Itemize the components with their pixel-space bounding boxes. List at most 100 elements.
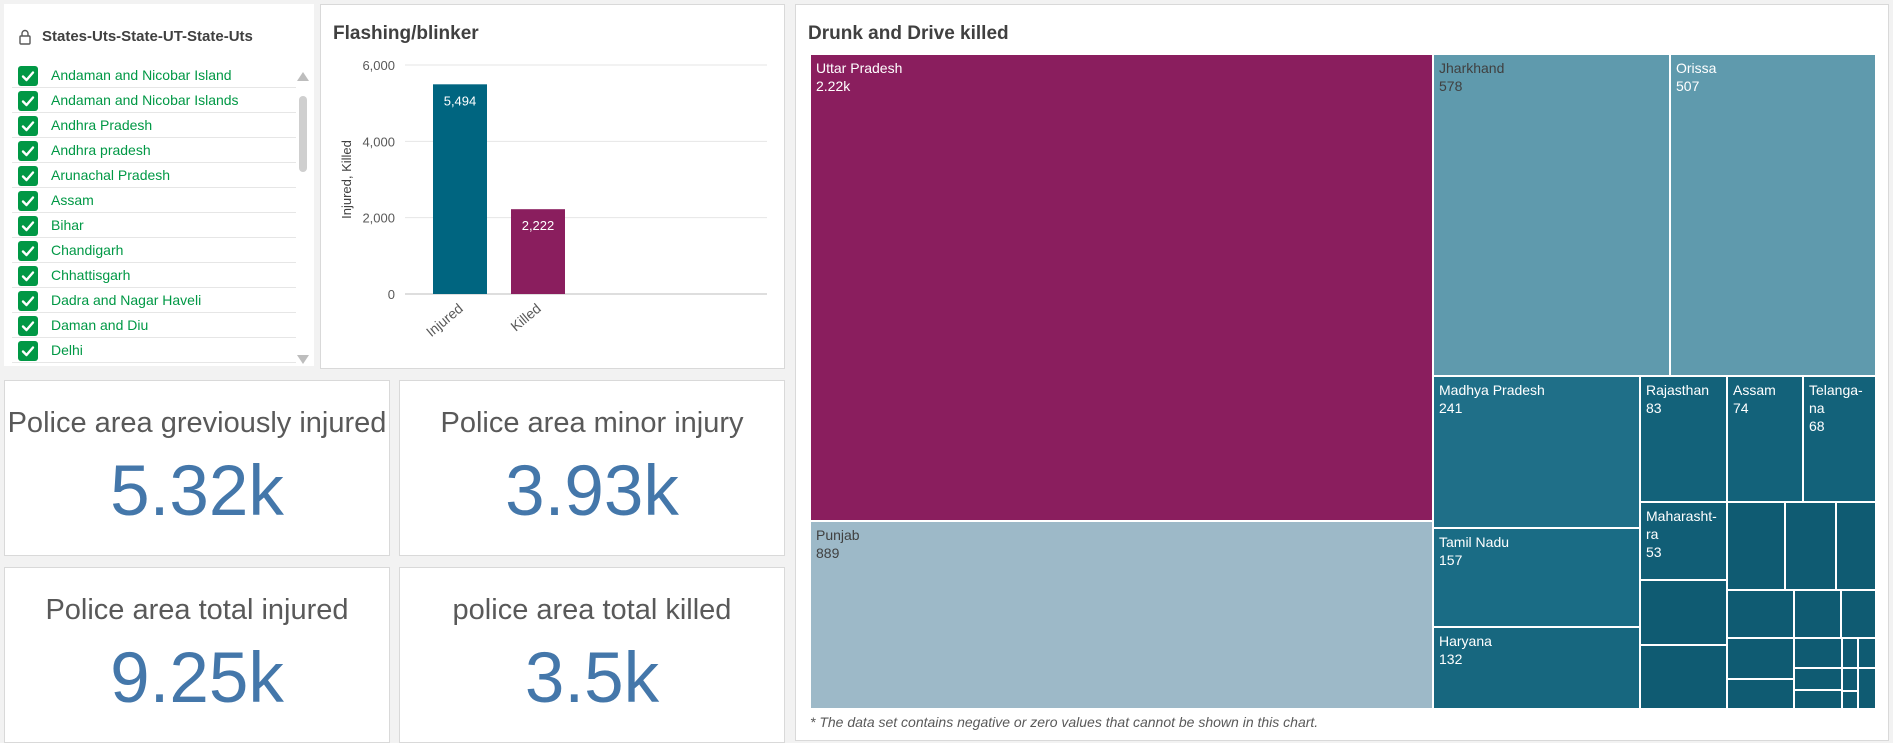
scroll-up-arrow-icon[interactable] [297, 72, 309, 81]
scroll-down-arrow-icon[interactable] [297, 355, 309, 364]
checkbox-checked-icon[interactable] [18, 266, 38, 286]
treemap-tile[interactable] [1640, 645, 1727, 709]
checkbox-checked-icon[interactable] [18, 216, 38, 236]
checkbox-checked-icon[interactable] [18, 66, 38, 86]
tile-value: 68 [1809, 418, 1825, 434]
treemap-tile[interactable]: Orissa 507 [1670, 54, 1876, 376]
kpi-label: Police area total injured [45, 594, 349, 626]
treemap-tile[interactable] [1858, 638, 1876, 668]
bar[interactable] [433, 84, 487, 294]
checkbox-checked-icon[interactable] [18, 191, 38, 211]
filter-item[interactable]: Chandigarh [12, 238, 296, 263]
treemap-tile[interactable] [1841, 590, 1876, 638]
filter-item[interactable]: Andhra Pradesh [12, 113, 296, 138]
checkbox-checked-icon[interactable] [18, 166, 38, 186]
treemap-tile[interactable] [1836, 502, 1876, 590]
treemap-tile[interactable]: Assam 74 [1727, 376, 1803, 502]
treemap-tile[interactable] [1842, 638, 1858, 668]
treemap-tile[interactable] [1785, 502, 1836, 590]
bar-chart-title: Flashing/blinker [333, 23, 479, 44]
treemap-tile[interactable]: Punjab 889 [810, 521, 1433, 709]
tile-value: 507 [1676, 78, 1700, 94]
scroll-thumb[interactable] [299, 96, 307, 172]
treemap-tile[interactable] [1842, 691, 1858, 709]
treemap-tile-label: Punjab 889 [816, 526, 860, 562]
checkbox-checked-icon[interactable] [18, 241, 38, 261]
kpi-label: Police area greviously injured [7, 407, 387, 439]
treemap-tile[interactable]: Uttar Pradesh 2.22k [810, 54, 1433, 521]
treemap-tile[interactable] [1858, 668, 1876, 709]
kpi-value: 9.25k [110, 639, 284, 718]
kpi-value: 5.32k [110, 452, 284, 531]
checkbox-checked-icon[interactable] [18, 316, 38, 336]
lock-icon[interactable] [18, 29, 32, 45]
tile-value: 74 [1733, 400, 1749, 416]
filter-item-label: Bihar [51, 217, 84, 233]
kpi-value: 3.93k [505, 452, 679, 531]
filter-item-label: Arunachal Pradesh [51, 167, 171, 183]
treemap-tile[interactable] [1640, 580, 1727, 645]
filter-item[interactable]: Andhra pradesh [12, 138, 296, 163]
treemap-tile[interactable] [1727, 679, 1794, 709]
treemap-title: Drunk and Drive killed [808, 23, 1009, 44]
filter-item[interactable]: Bihar [12, 213, 296, 238]
treemap-tile[interactable] [1794, 590, 1841, 638]
treemap-tile[interactable] [1727, 590, 1794, 638]
treemap-tile[interactable]: Jharkhand 578 [1433, 54, 1670, 376]
bar-chart[interactable]: 0 2,000 4,000 6,000 Injured, Killed 5,494 Inju… [321, 5, 784, 368]
filter-item-label: Assam [51, 192, 94, 208]
filter-item[interactable]: Daman and Diu [12, 313, 296, 338]
filter-item-label: Andaman and Nicobar Islands [51, 92, 239, 108]
checkbox-checked-icon[interactable] [18, 91, 38, 111]
treemap-note: * The data set contains negative or zero… [810, 714, 1319, 730]
bar[interactable] [511, 209, 565, 294]
filter-item[interactable]: Dadra and Nagar Haveli [12, 288, 296, 313]
kpi-value: 3.5k [524, 639, 660, 718]
kpi-total-killed[interactable]: police area total killed 3.5k [399, 567, 785, 743]
kpi-total-injured[interactable]: Police area total injured 9.25k [4, 567, 390, 743]
filter-item[interactable]: Chhattisgarh [12, 263, 296, 288]
tile-value: 132 [1439, 651, 1463, 667]
filter-item[interactable]: Assam [12, 188, 296, 213]
x-tick-label: Injured [423, 300, 466, 340]
filter-item[interactable]: Andaman and Nicobar Islands [12, 88, 296, 113]
treemap-tile[interactable]: Tamil Nadu 157 [1433, 528, 1640, 627]
treemap-tile[interactable]: Telanga-na 68 [1803, 376, 1876, 502]
kpi-label: Police area minor injury [440, 407, 744, 439]
filter-item-label: Delhi [51, 342, 83, 358]
treemap-tile-label: Haryana 132 [1439, 632, 1492, 668]
checkbox-checked-icon[interactable] [18, 341, 38, 361]
treemap-tile-label: Telanga-na 68 [1809, 381, 1875, 435]
filter-item-label: Chandigarh [51, 242, 124, 258]
tile-name: Punjab [816, 527, 860, 543]
treemap-tile[interactable] [1727, 502, 1785, 590]
kpi-greviously-injured[interactable]: Police area greviously injured 5.32k [4, 380, 390, 556]
filter-title: States-Uts-State-UT-State-Uts [42, 28, 253, 45]
treemap-chart[interactable]: Uttar Pradesh 2.22k Punjab 889 Jharkhand 578 O… [810, 54, 1876, 709]
treemap-tile[interactable] [1794, 668, 1842, 690]
y-tick-label: 2,000 [362, 211, 395, 226]
filter-item-label: Andaman and Nicobar Island [51, 67, 232, 83]
tile-value: 83 [1646, 400, 1662, 416]
filter-item-label: Andhra Pradesh [51, 117, 153, 133]
checkbox-checked-icon[interactable] [18, 116, 38, 136]
treemap-tile[interactable] [1842, 668, 1858, 691]
treemap-tile[interactable] [1794, 638, 1842, 668]
filter-item[interactable]: Delhi [12, 338, 296, 363]
filter-item[interactable]: Arunachal Pradesh [12, 163, 296, 188]
treemap-tile[interactable] [1794, 690, 1842, 709]
filter-item-label: Dadra and Nagar Haveli [51, 292, 202, 308]
checkbox-checked-icon[interactable] [18, 291, 38, 311]
kpi-minor-injury[interactable]: Police area minor injury 3.93k [399, 380, 785, 556]
treemap-tile[interactable]: Rajasthan 83 [1640, 376, 1727, 502]
treemap-tile[interactable]: Madhya Pradesh 241 [1433, 376, 1640, 528]
treemap-tile[interactable] [1727, 638, 1794, 679]
checkbox-checked-icon[interactable] [18, 141, 38, 161]
filter-item[interactable]: Andaman and Nicobar Island [12, 63, 296, 88]
treemap-tile[interactable]: Haryana 132 [1433, 627, 1640, 709]
treemap-tile-label: Rajasthan 83 [1646, 381, 1709, 417]
treemap-tile[interactable]: Maharasht-ra 53 [1640, 502, 1727, 580]
treemap-tile-label: Orissa 507 [1676, 59, 1716, 95]
filter-scrollbar[interactable] [296, 72, 310, 364]
tile-name: Uttar Pradesh [816, 60, 903, 76]
